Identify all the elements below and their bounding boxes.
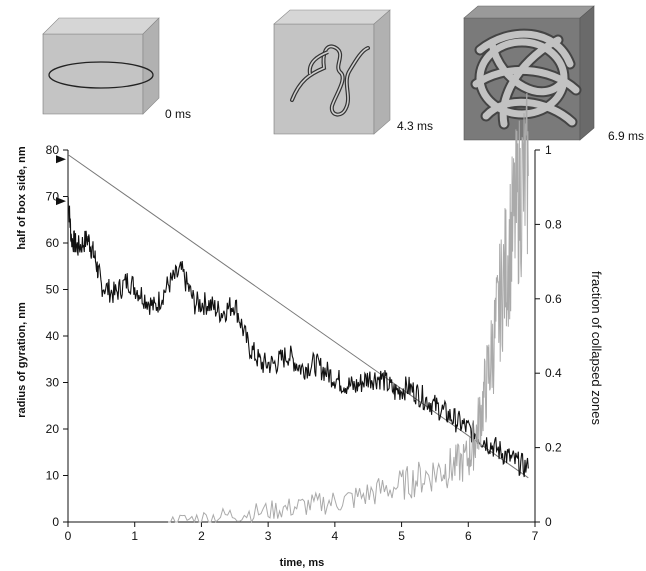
y-right-tick-label-4: 0.8	[545, 217, 562, 231]
y-left-tick-label-2: 20	[46, 422, 60, 436]
coil-cube-image	[273, 9, 391, 135]
x-tick-label-1: 1	[131, 529, 138, 543]
series-line-0	[67, 154, 529, 479]
y-left-tick-label-6: 60	[46, 236, 60, 250]
globule-cube-image	[463, 5, 595, 141]
snapshot-label-4-3ms: 4.3 ms	[397, 119, 434, 133]
snapshot-label-0ms: 0 ms	[165, 107, 192, 121]
x-tick-label-7: 7	[532, 529, 539, 543]
snapshot-coil	[270, 8, 395, 141]
y-axis-right-label: fraction of collapsed zones	[589, 271, 604, 425]
x-tick-label-6: 6	[465, 529, 472, 543]
x-tick-label-4: 4	[332, 529, 339, 543]
x-tick-label-5: 5	[398, 529, 405, 543]
y-right-tick-label-0: 0	[545, 515, 552, 529]
y-right-tick-label-3: 0.6	[545, 292, 562, 306]
y-right-tick-label-2: 0.4	[545, 366, 562, 380]
left-axis-marker-0	[56, 155, 66, 164]
x-tick-label-3: 3	[265, 529, 272, 543]
y-left-tick-label-5: 50	[46, 283, 60, 297]
y-axis-left-label: radius of gyration, nm	[16, 302, 28, 418]
x-tick-label-2: 2	[198, 529, 205, 543]
y-axis-left-upper-label: half of box side, nm	[16, 146, 28, 250]
y-left-tick-label-3: 30	[46, 376, 60, 390]
snapshot-label-6-9ms: 6.9 ms	[608, 129, 645, 143]
series-line-1	[67, 196, 529, 478]
y-left-tick-label-8: 80	[46, 143, 60, 157]
y-left-tick-label-7: 70	[46, 190, 60, 204]
y-left-tick-label-4: 40	[46, 329, 60, 343]
y-left-tick-label-0: 0	[52, 515, 59, 529]
y-right-tick-label-5: 1	[545, 143, 552, 157]
snapshot-ring	[35, 14, 165, 129]
y-left-tick-label-1: 10	[46, 469, 60, 483]
ring-cube-image	[42, 17, 160, 115]
x-tick-label-0: 0	[65, 529, 72, 543]
snapshot-globule	[460, 4, 602, 149]
series-line-2	[168, 92, 529, 524]
left-axis-marker-1	[56, 197, 66, 206]
x-axis-label: time, ms	[280, 557, 325, 569]
y-right-tick-label-1: 0.2	[545, 441, 562, 455]
